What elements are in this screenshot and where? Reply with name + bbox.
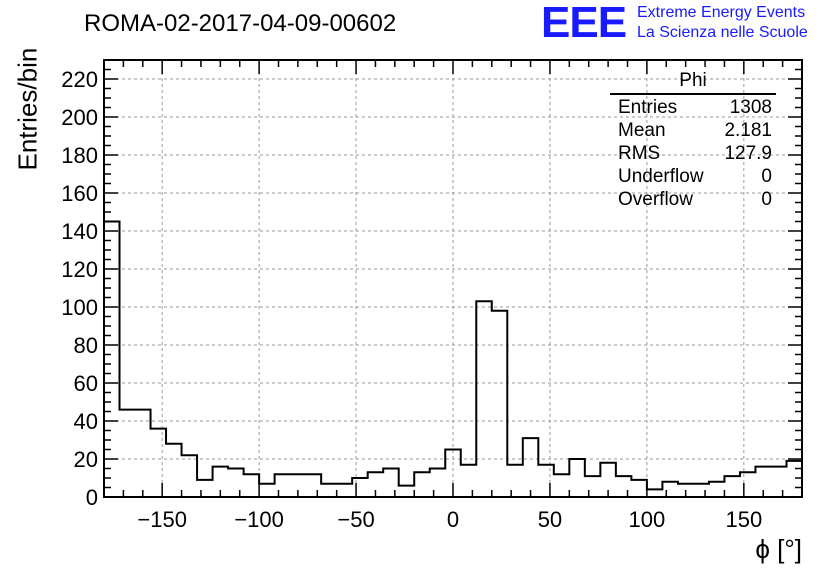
y-tick-label: 20 [74, 447, 98, 472]
histogram-bin [306, 474, 322, 497]
histogram-bin [724, 476, 740, 497]
stats-row-underflow: Underflow 0 [610, 165, 776, 188]
histogram-bin [709, 482, 725, 497]
x-tick-label: 50 [538, 507, 562, 532]
histogram-bin [585, 476, 601, 497]
x-tick-label: 150 [725, 507, 762, 532]
histogram-bin [383, 469, 399, 498]
stats-label: Mean [618, 120, 666, 141]
histogram-bin [399, 486, 415, 497]
y-tick-label: 60 [74, 371, 98, 396]
x-tick-label: −50 [337, 507, 374, 532]
stats-value: 0 [761, 189, 772, 210]
y-tick-label: 180 [61, 143, 98, 168]
logo-caption: Extreme Energy Events La Scienza nelle S… [637, 3, 808, 43]
histogram-bin [523, 438, 539, 497]
histogram-bin [352, 478, 368, 497]
histogram-bin [507, 465, 523, 497]
x-tick-label: −100 [234, 507, 284, 532]
histogram-bin [414, 472, 430, 497]
histogram-bin [275, 474, 291, 497]
histogram-bin [554, 474, 570, 497]
stats-row-rms: RMS 127.9 [610, 142, 776, 165]
histogram-bin [461, 465, 477, 497]
histogram-bin [569, 459, 585, 497]
histogram-bin [259, 484, 275, 497]
y-tick-label: 200 [61, 105, 98, 130]
x-tick-label: −150 [137, 507, 187, 532]
stats-row-entries: Entries 1308 [610, 96, 776, 119]
histogram-bin [740, 472, 756, 497]
y-tick-label: 160 [61, 181, 98, 206]
stats-value: 127.9 [724, 143, 772, 164]
histogram-bin [228, 469, 244, 498]
logo-caption-line1: Extreme Energy Events [637, 4, 806, 21]
histogram-bin [104, 222, 120, 498]
histogram-bin [786, 461, 802, 497]
stats-value: 2.181 [724, 120, 772, 141]
histogram-bin [616, 476, 632, 497]
y-tick-label: 0 [86, 485, 98, 510]
y-tick-label: 220 [61, 67, 98, 92]
stats-value: 0 [761, 166, 772, 187]
stats-value: 1308 [729, 97, 772, 118]
stats-label: Underflow [618, 166, 704, 187]
histogram-bin [166, 444, 182, 497]
histogram-bin [631, 480, 647, 497]
logo-caption-line2: La Scienza nelle Scuole [637, 24, 808, 41]
x-tick-label: 0 [447, 507, 459, 532]
stats-label: Overflow [618, 189, 693, 210]
histogram-bin [492, 311, 508, 497]
histogram-bin [197, 480, 213, 497]
histogram-bin [337, 484, 353, 497]
y-axis-label: Entries/bin [12, 47, 43, 171]
histogram-bin [244, 474, 260, 497]
y-tick-label: 80 [74, 333, 98, 358]
histogram-bin [151, 429, 167, 497]
x-tick-label: 100 [629, 507, 666, 532]
histogram-bin [538, 465, 554, 497]
histogram-bin [182, 455, 198, 497]
histogram-bin [476, 301, 492, 497]
stats-label: Entries [618, 97, 678, 118]
histogram-bin [647, 489, 663, 497]
histogram-bin [693, 484, 709, 497]
chart-title: ROMA-02-2017-04-09-00602 [84, 10, 397, 37]
stats-row-overflow: Overflow 0 [610, 188, 776, 211]
histogram-bin [321, 484, 337, 497]
y-tick-label: 140 [61, 219, 98, 244]
histogram-bin [120, 410, 136, 497]
stats-row-mean: Mean 2.181 [610, 119, 776, 142]
y-tick-label: 100 [61, 295, 98, 320]
stats-box: Phi Entries 1308 Mean 2.181 RMS 127.9 Under… [610, 71, 776, 211]
eee-logo: EEE [541, 0, 627, 47]
histogram-bin [662, 482, 678, 497]
histogram-bin [135, 410, 151, 497]
stats-title: Phi [610, 71, 776, 95]
y-tick-label: 40 [74, 409, 98, 434]
y-tick-label: 120 [61, 257, 98, 282]
stats-label: RMS [618, 143, 661, 164]
histogram-bin [430, 469, 446, 498]
histogram-outline [103, 220, 803, 497]
x-axis-label: ϕ [°] [755, 534, 802, 564]
histogram-bin [771, 467, 787, 497]
